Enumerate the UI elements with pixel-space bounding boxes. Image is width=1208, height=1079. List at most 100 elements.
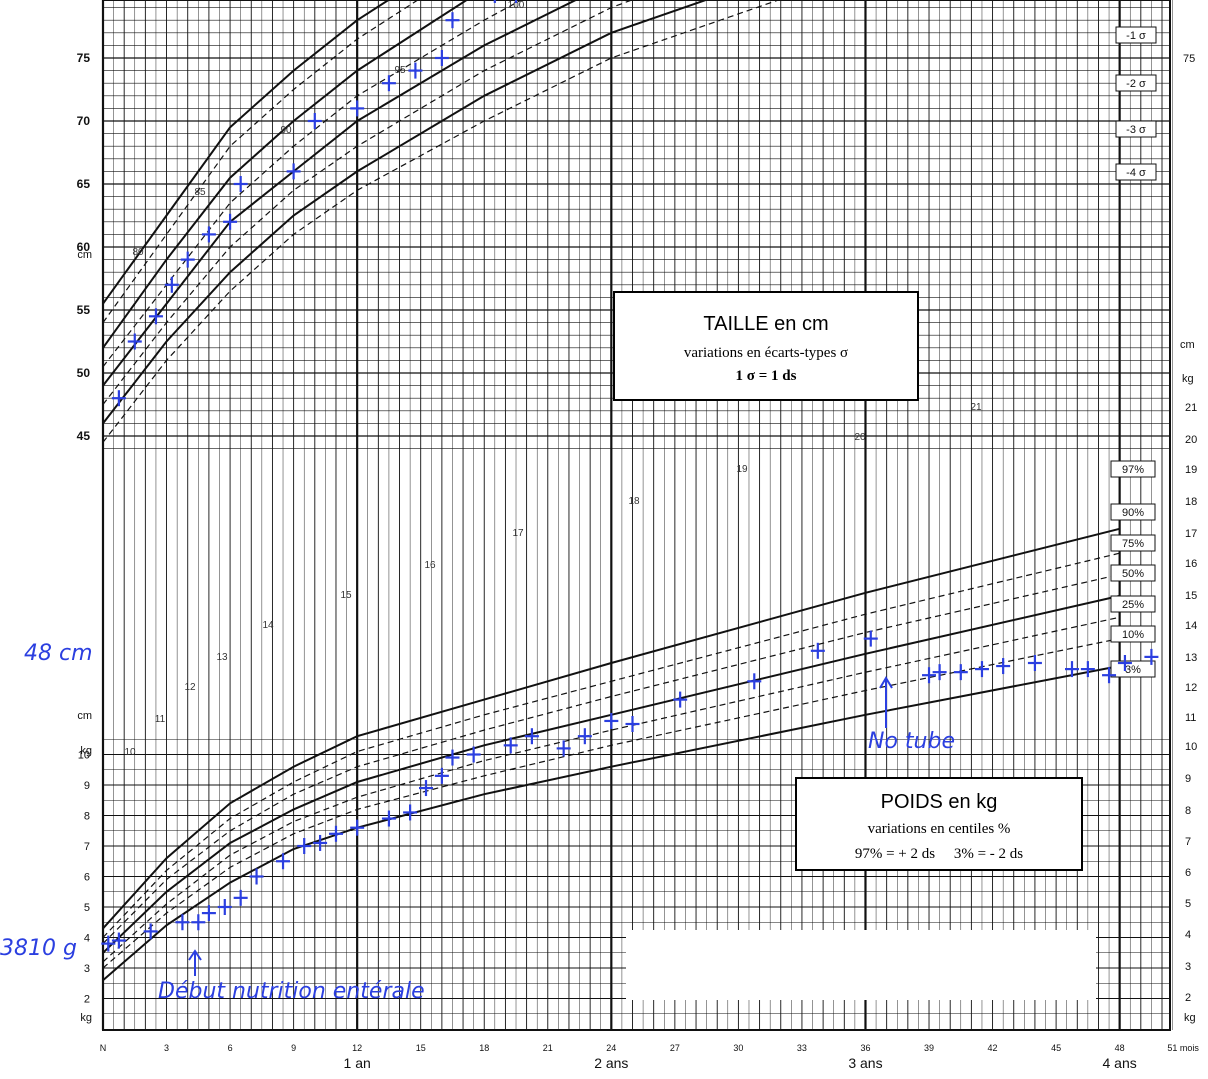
right-weight-tick: 21: [1185, 402, 1197, 414]
centile-tag-label: 97%: [1122, 464, 1144, 476]
diagonal-weight-label: 10: [124, 747, 136, 758]
right-height-tick: 75: [1183, 53, 1195, 65]
weight-measurement: [143, 923, 158, 940]
x-tick-label: 21: [543, 1043, 553, 1053]
x-tick-label: 48: [1115, 1043, 1125, 1053]
height-sd-curve: [102, 0, 419, 323]
left-kg-unit: kg: [80, 745, 92, 757]
sd-tag-frame: [1115, 120, 1157, 138]
weight-measurement: [466, 746, 481, 763]
weight-measurement: [201, 905, 216, 922]
height-measurement: [307, 113, 322, 129]
right-cm-unit: cm: [1180, 339, 1195, 351]
diagonal-weight-label: 16: [424, 560, 436, 571]
weight-centile-curve: [102, 616, 1120, 963]
right-weight-tick: 7: [1185, 836, 1191, 848]
x-tick-label: 45: [1051, 1043, 1061, 1053]
curve-value-label: 100: [508, 0, 525, 11]
x-tick-label: 42: [988, 1043, 998, 1053]
blank-patch: [626, 930, 1096, 1000]
left-weight-tick: 7: [84, 841, 90, 853]
height-measurement: [493, 0, 496, 3]
x-tick-label: 33: [797, 1043, 807, 1053]
diagonal-weight-label: 11: [155, 714, 166, 725]
left-height-tick: 75: [77, 51, 91, 65]
right-weight-tick: 14: [1185, 620, 1197, 632]
height-legend-frame: [613, 291, 919, 401]
birth-length-annotation: 48 cm: [24, 641, 93, 666]
weight-measurement: [922, 667, 937, 684]
left-cm-unit-lower: cm: [77, 710, 92, 722]
no-tube-annotation: No tube: [868, 729, 955, 754]
weight-measurement: [810, 642, 825, 659]
x-tick-label: N: [100, 1043, 107, 1053]
weight-measurement: [101, 935, 116, 952]
left-height-tick: 60: [77, 240, 91, 254]
x-tick-label: 24: [606, 1043, 616, 1053]
curve-value-label: 95: [394, 65, 406, 76]
x-year-label: 3 ans: [848, 1055, 882, 1071]
height-sd-curve: [102, 0, 579, 387]
weight-measurement: [1144, 648, 1159, 665]
height-measurement: [164, 276, 179, 293]
left-cm-unit: cm: [77, 249, 92, 261]
centile-tag-label: 25%: [1122, 599, 1144, 611]
left-height-tick: 55: [77, 303, 91, 317]
left-axis: 455055606570752345678910cmcmkgkg80859095…: [77, 0, 982, 1024]
left-weight-tick: 10: [78, 750, 90, 762]
diagonal-weight-label: 20: [854, 432, 866, 443]
x-tick-label: 39: [924, 1043, 934, 1053]
weight-measurement: [503, 737, 518, 754]
sd-tag-label: -2 σ: [1126, 78, 1146, 90]
right-weight-tick: 19: [1185, 464, 1197, 476]
height-legend-box: TAILLE en cm variations en écarts-types …: [613, 291, 919, 401]
diagonal-weight-label: 18: [628, 496, 640, 507]
centile-tag-frame: [1110, 534, 1156, 552]
height-subtitle: variations en écarts-types σ: [684, 345, 848, 361]
diagonal-weight-label: 19: [736, 464, 748, 475]
weight-measurement: [604, 712, 619, 729]
weight-subtitle: variations en centiles %: [868, 821, 1011, 837]
right-weight-tick: 15: [1185, 590, 1197, 602]
right-weight-tick: 2: [1185, 992, 1191, 1004]
left-height-tick: 70: [77, 114, 91, 128]
centile-tag-frame: [1110, 595, 1156, 613]
weight-measurement: [445, 749, 460, 766]
x-tick-label: 12: [352, 1043, 362, 1053]
right-weight-tick: 10: [1185, 741, 1197, 753]
weight-measurement: [953, 664, 968, 681]
weight-measurement: [350, 819, 365, 836]
grid-frame: [102, 0, 1171, 1031]
diagonal-weight-label: 21: [970, 402, 982, 413]
curve-value-label: 85: [194, 187, 206, 198]
x-year-label: 1 an: [344, 1055, 371, 1071]
weight-measurement: [328, 825, 343, 842]
x-tick-label: 6: [228, 1043, 233, 1053]
weight-measurement: [747, 673, 762, 690]
right-weight-tick: 16: [1185, 558, 1197, 570]
weight-measurement: [863, 630, 878, 647]
x-tick-label: 30: [733, 1043, 743, 1053]
centile-tag-frame: [1110, 460, 1156, 478]
x-tick-label: 3: [164, 1043, 169, 1053]
right-weight-tick: 13: [1185, 652, 1197, 664]
no-tube-arrowhead: [879, 676, 893, 689]
weight-measurement: [191, 914, 206, 931]
weight-measurement: [297, 838, 312, 854]
left-weight-tick: 3: [84, 963, 90, 975]
right-weight-tick: 4: [1185, 929, 1191, 941]
height-measurement: [127, 333, 142, 350]
right-weight-tick: 9: [1185, 773, 1191, 785]
height-measurement: [514, 0, 518, 3]
weight-measurement: [673, 691, 688, 708]
height-measurement: [233, 176, 248, 192]
weight-measurement: [233, 889, 248, 906]
left-kg-unit-bottom: kg: [80, 1012, 92, 1024]
weight-measurement: [249, 868, 264, 885]
centile-tag-frame: [1110, 660, 1156, 678]
weight-measurement: [434, 767, 449, 784]
left-weight-tick: 6: [84, 872, 90, 884]
weight-legend-frame: [795, 777, 1083, 871]
weight-measurement: [1064, 661, 1079, 678]
